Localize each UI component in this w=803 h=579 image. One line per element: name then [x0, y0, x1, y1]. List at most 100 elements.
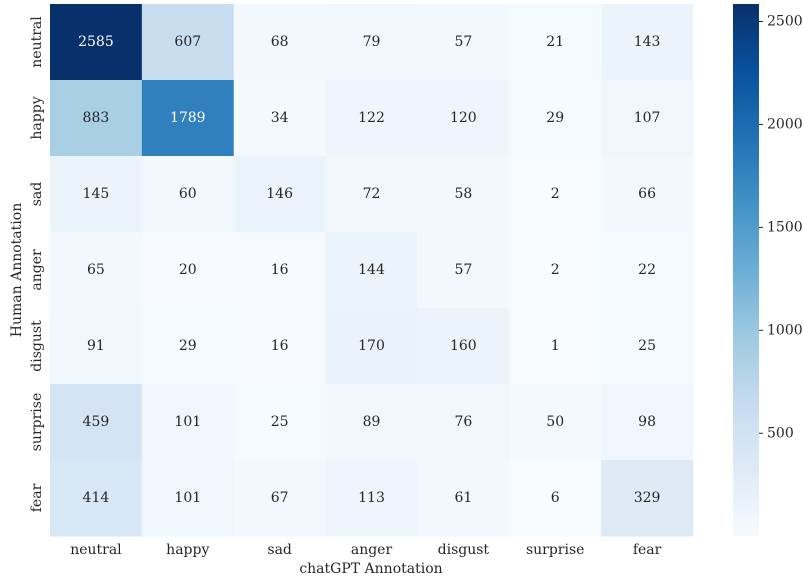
cell-label: 145 — [83, 186, 110, 202]
cell-label: 61 — [454, 490, 472, 506]
heatmap-cell — [141, 156, 235, 233]
heatmap-cell — [325, 4, 418, 81]
heatmap-cell — [509, 308, 602, 385]
cell-label: 2585 — [78, 34, 114, 50]
cell-label: 29 — [546, 110, 564, 126]
colorbar-tick-label: 1500 — [767, 219, 803, 235]
cell-label: 72 — [363, 186, 381, 202]
heatmap-cell — [233, 4, 327, 81]
heatmap-cell — [601, 80, 694, 157]
cell-label: 16 — [271, 262, 289, 278]
cell-label: 16 — [271, 338, 289, 354]
heatmap-cell — [417, 4, 510, 81]
heatmap-cell — [233, 80, 327, 157]
cell-label: 2 — [551, 186, 560, 202]
cell-label: 146 — [266, 186, 293, 202]
cell-label: 76 — [454, 414, 472, 430]
cell-label: 89 — [363, 414, 381, 430]
cell-label: 144 — [358, 262, 385, 278]
heatmap-cell — [417, 384, 510, 461]
cell-label: 29 — [179, 338, 197, 354]
cell-label: 170 — [358, 338, 385, 354]
heatmap-cell — [141, 460, 235, 537]
cell-label: 122 — [358, 110, 385, 126]
y-tick-label: disgust — [29, 320, 45, 372]
heatmap-cell — [325, 384, 418, 461]
heatmap-cell — [601, 384, 694, 461]
cell-label: 60 — [179, 186, 197, 202]
cell-label: 329 — [634, 490, 661, 506]
heatmap-cell — [509, 232, 602, 309]
heatmap-cell — [233, 232, 327, 309]
cell-label: 68 — [271, 34, 289, 50]
cell-label: 79 — [363, 34, 381, 50]
heatmap-cell — [50, 156, 143, 233]
heatmap-cell — [417, 156, 510, 233]
heatmap-cell — [325, 308, 418, 385]
cell-label: 66 — [638, 186, 656, 202]
heatmap-cell — [325, 232, 418, 309]
heatmap-cell — [233, 308, 327, 385]
heatmap-cell — [50, 308, 143, 385]
cell-label: 25 — [271, 414, 289, 430]
cell-label: 25 — [638, 338, 656, 354]
heatmap-cell — [141, 80, 235, 157]
y-axis-label: Human Annotation — [9, 203, 25, 337]
heatmap-cell — [325, 460, 418, 537]
heatmap-cell — [601, 4, 694, 81]
cell-label: 65 — [87, 262, 105, 278]
y-tick-label: surprise — [29, 393, 45, 452]
heatmap-cell — [417, 80, 510, 157]
heatmap-cell — [601, 232, 694, 309]
cell-label: 98 — [638, 414, 656, 430]
heatmap-cell — [141, 232, 235, 309]
x-tick-label: happy — [166, 542, 209, 558]
cell-label: 607 — [174, 34, 201, 50]
heatmap-cell — [50, 80, 143, 157]
cell-label: 57 — [454, 34, 472, 50]
heatmap-cell — [509, 384, 602, 461]
cell-label: 113 — [358, 490, 385, 506]
heatmap-cell — [50, 232, 143, 309]
heatmap-cell — [325, 156, 418, 233]
cell-label: 459 — [83, 414, 110, 430]
heatmap-cell — [325, 80, 418, 157]
heatmap-cell — [50, 460, 143, 537]
cell-label: 91 — [87, 338, 105, 354]
heatmap-cell — [233, 460, 327, 537]
heatmap-cell — [417, 460, 510, 537]
heatmap-cell — [50, 4, 143, 81]
x-tick-label: neutral — [70, 542, 122, 558]
colorbar-tick-label: 2500 — [767, 14, 803, 30]
heatmap-cell — [601, 156, 694, 233]
cell-label: 22 — [638, 262, 656, 278]
cell-label: 101 — [174, 414, 201, 430]
y-tick-label: anger — [29, 249, 45, 291]
cell-label: 20 — [179, 262, 197, 278]
heatmap-cell — [141, 384, 235, 461]
cell-label: 160 — [450, 338, 477, 354]
colorbar-tick-label: 500 — [767, 425, 794, 441]
x-tick-label: sad — [267, 542, 292, 558]
heatmap-cell — [509, 80, 602, 157]
heatmap-cell — [417, 232, 510, 309]
y-tick-label: happy — [29, 96, 45, 139]
x-tick-label: disgust — [438, 542, 490, 558]
y-tick-label: fear — [29, 483, 45, 512]
cell-label: 101 — [174, 490, 201, 506]
colorbar-tick-label: 2000 — [767, 116, 803, 132]
heatmap-cell — [509, 4, 602, 81]
y-tick-label: neutral — [29, 16, 45, 68]
heatmap-cell — [509, 156, 602, 233]
heatmap-cell — [50, 384, 143, 461]
heatmap-cell — [141, 4, 235, 81]
y-tick-label: sad — [29, 182, 45, 207]
cell-label: 120 — [450, 110, 477, 126]
cell-label: 107 — [634, 110, 661, 126]
heatmap-cell — [509, 460, 602, 537]
heatmap-cell — [601, 460, 694, 537]
cell-label: 57 — [454, 262, 472, 278]
x-tick-label: fear — [633, 542, 662, 558]
cell-label: 414 — [83, 490, 110, 506]
